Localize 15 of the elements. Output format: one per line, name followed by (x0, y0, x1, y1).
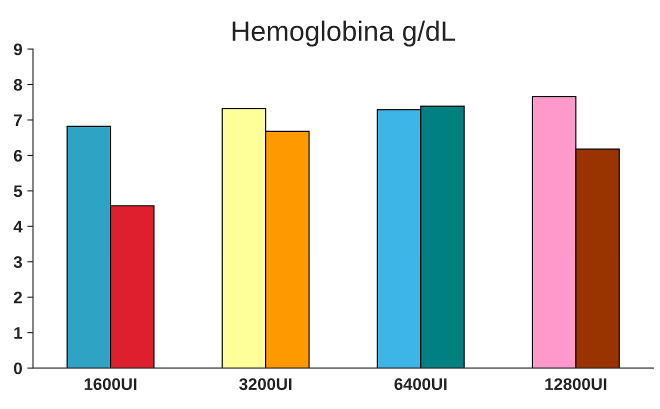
y-tick-label: 5 (14, 185, 22, 198)
y-tick-label: 1 (14, 327, 22, 339)
y-tick-label: 3 (14, 256, 22, 268)
y-tick-label: 6 (14, 150, 22, 162)
x-tick-label: 3200UI (239, 378, 292, 390)
y-tick-label: 4 (14, 220, 22, 232)
x-tick-label: 1600UI (84, 378, 136, 390)
y-tick-label: 0 (14, 362, 22, 374)
x-tick-label: 6400UI (394, 378, 447, 390)
x-tick-label: 12800UI (545, 378, 606, 390)
y-tick-label: 7 (14, 114, 22, 126)
chart-title: Hemoglobina g/dL (232, 20, 456, 47)
y-tick-label: 8 (14, 78, 22, 91)
y-tick-label: 2 (14, 292, 22, 304)
y-tick-label: 9 (14, 43, 22, 56)
